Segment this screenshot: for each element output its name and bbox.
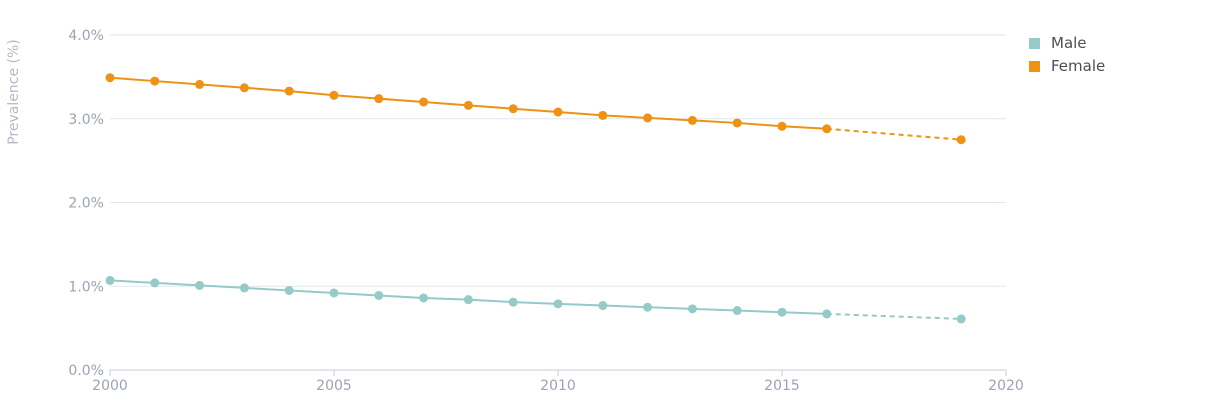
data-point-male[interactable] [329, 288, 339, 298]
legend: Male Female [1029, 34, 1105, 75]
data-point-female[interactable] [150, 76, 160, 86]
data-point-female[interactable] [732, 118, 742, 128]
data-point-female[interactable] [508, 104, 518, 114]
projection-point-male[interactable] [956, 314, 966, 324]
data-point-female[interactable] [687, 115, 697, 125]
data-point-female[interactable] [239, 83, 249, 93]
data-point-female[interactable] [822, 124, 832, 134]
data-point-male[interactable] [463, 295, 473, 305]
projection-line-female [826, 127, 962, 141]
data-point-female[interactable] [553, 107, 563, 117]
data-point-male[interactable] [508, 297, 518, 307]
x-tick-label: 2000 [92, 378, 128, 394]
legend-swatch-female [1029, 61, 1040, 72]
data-point-male[interactable] [105, 275, 115, 285]
data-point-male[interactable] [687, 304, 697, 314]
data-point-male[interactable] [150, 278, 160, 288]
x-tick-label: 2005 [316, 378, 352, 394]
x-axis-ticks: 2000 2005 2010 2015 2020 [92, 370, 1024, 394]
data-point-female[interactable] [463, 100, 473, 110]
data-point-male[interactable] [598, 301, 608, 311]
data-point-male[interactable] [777, 307, 787, 317]
y-axis-label: Prevalence (%) [6, 39, 22, 145]
data-point-female[interactable] [284, 86, 294, 96]
legend-label-male[interactable]: Male [1051, 34, 1087, 52]
data-point-male[interactable] [822, 309, 832, 319]
y-axis-ticks: 0.0% 1.0% 2.0% 3.0% 4.0% [68, 28, 104, 379]
y-tick-label: 2.0% [68, 196, 104, 212]
data-point-female[interactable] [105, 73, 115, 83]
projection-line-male [826, 312, 962, 320]
legend-label-female[interactable]: Female [1051, 57, 1105, 75]
x-tick-label: 2010 [540, 378, 576, 394]
series-group [105, 73, 966, 324]
y-tick-label: 3.0% [68, 112, 104, 128]
data-point-male[interactable] [419, 293, 429, 303]
data-point-male[interactable] [732, 306, 742, 316]
legend-swatch-male [1029, 38, 1040, 49]
projection-point-female[interactable] [956, 135, 966, 145]
data-point-male[interactable] [284, 285, 294, 295]
data-point-male[interactable] [643, 302, 653, 312]
data-point-female[interactable] [195, 79, 205, 89]
data-point-female[interactable] [329, 90, 339, 100]
data-point-male[interactable] [239, 283, 249, 293]
x-tick-label: 2020 [988, 378, 1024, 394]
y-tick-label: 0.0% [68, 363, 104, 379]
gridlines [110, 34, 1006, 371]
data-point-male[interactable] [553, 299, 563, 309]
data-point-male[interactable] [195, 280, 205, 290]
data-point-female[interactable] [419, 97, 429, 107]
y-tick-label: 1.0% [68, 279, 104, 295]
data-point-female[interactable] [643, 113, 653, 123]
y-tick-label: 4.0% [68, 28, 104, 44]
data-point-female[interactable] [777, 121, 787, 131]
data-point-female[interactable] [374, 94, 384, 104]
x-tick-label: 2015 [764, 378, 800, 394]
data-point-male[interactable] [374, 290, 384, 300]
data-point-female[interactable] [598, 110, 608, 120]
